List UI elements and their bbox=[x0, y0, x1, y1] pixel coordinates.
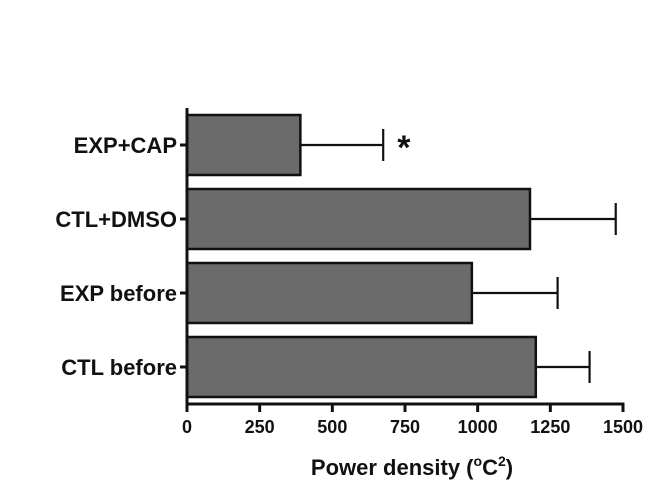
bars-group bbox=[185, 113, 538, 399]
y-ticks-group: EXP+CAP CTL+DMSO EXP before CTL before bbox=[55, 133, 187, 380]
x-tick-label-250: 250 bbox=[245, 417, 275, 437]
y-tick-label-exp-cap: EXP+CAP bbox=[74, 133, 177, 158]
x-tick-label-1250: 1250 bbox=[530, 417, 570, 437]
bar-ctl-before bbox=[185, 335, 538, 399]
significance-mark-exp-cap: * bbox=[397, 129, 411, 167]
bar-ctl-dmso bbox=[185, 187, 532, 251]
x-tick-label-1500: 1500 bbox=[603, 417, 643, 437]
x-tick-label-500: 500 bbox=[317, 417, 347, 437]
x-ticks-group: 0 250 500 750 1000 1250 1500 bbox=[182, 404, 643, 437]
x-axis-title: Power density (oC2) bbox=[311, 453, 513, 480]
bar-exp-cap bbox=[185, 113, 302, 177]
x-tick-label-0: 0 bbox=[182, 417, 192, 437]
x-axis-title-suffix: ) bbox=[506, 455, 513, 480]
x-tick-label-750: 750 bbox=[390, 417, 420, 437]
y-tick-label-ctl-before: CTL before bbox=[61, 355, 177, 380]
y-tick-label-ctl-dmso: CTL+DMSO bbox=[55, 207, 177, 232]
bar-exp-before bbox=[185, 261, 474, 325]
y-tick-label-exp-before: EXP before bbox=[60, 281, 177, 306]
error-bars-group bbox=[300, 129, 617, 383]
x-tick-label-1000: 1000 bbox=[458, 417, 498, 437]
x-axis-title-unit: C bbox=[482, 455, 498, 480]
x-axis-title-prefix: Power density ( bbox=[311, 455, 474, 480]
annotations-group: * bbox=[397, 129, 411, 167]
x-axis-title-degree: o bbox=[474, 453, 483, 469]
x-axis-title-exponent: 2 bbox=[498, 453, 506, 469]
